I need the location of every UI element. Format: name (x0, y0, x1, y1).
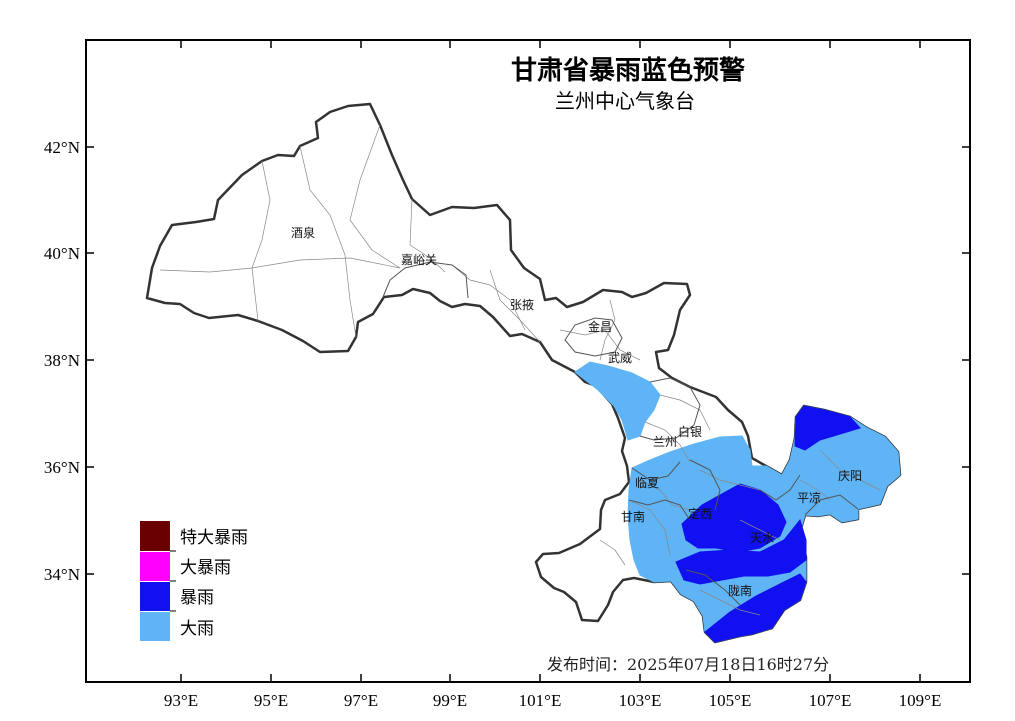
city-label-baiyin: 白银 (678, 424, 702, 439)
rainstorm-area (794, 405, 861, 451)
map-frame (85, 39, 971, 683)
x-tick-label: 93°E (164, 691, 198, 710)
city-label-longnan: 陇南 (728, 583, 752, 598)
city-label-jiayuguan: 嘉峪关 (401, 253, 437, 267)
city-label-linxia: 临夏 (635, 476, 659, 490)
prefecture-boundaries (382, 261, 859, 606)
city-label-dingxi: 定西 (688, 506, 712, 521)
x-tick-label: 101°E (519, 691, 562, 710)
x-tick-label: 95°E (254, 691, 288, 710)
y-tick-label: 42°N (44, 138, 80, 157)
city-label-pingliang: 平凉 (797, 490, 821, 505)
x-tick-label: 109°E (899, 691, 942, 710)
map-subtitle: 兰州中心气象台 (555, 89, 695, 113)
y-tick-label: 40°N (44, 244, 80, 263)
x-tick-label: 99°E (433, 691, 467, 710)
heavy-rain-area (574, 361, 661, 441)
x-tick-label: 97°E (344, 691, 378, 710)
city-label-qingyang: 庆阳 (838, 469, 862, 483)
legend-swatch-heavy-rain (140, 612, 170, 641)
city-label-tianshui: 天水 (750, 531, 774, 545)
legend-label: 特大暴雨 (180, 528, 248, 548)
city-label-jinchang: 金昌 (588, 319, 612, 334)
rainstorm-area (681, 483, 787, 553)
legend: 特大暴雨 大暴雨 暴雨 大雨 (140, 521, 248, 641)
rainstorm-area (704, 573, 807, 643)
city-label-zhangye: 张掖 (510, 298, 534, 312)
city-label-lanzhou: 兰州 (653, 435, 677, 449)
x-tick-label: 105°E (709, 691, 752, 710)
legend-swatch-severe-rainstorm (140, 552, 170, 581)
x-tick-label: 103°E (619, 691, 662, 710)
y-tick-label: 34°N (44, 565, 80, 584)
issue-time: 发布时间：2025年07月18日16时27分 (547, 655, 829, 674)
legend-swatch-rainstorm (140, 582, 170, 611)
county-boundaries (159, 124, 881, 616)
rainstorm-area (675, 518, 807, 585)
legend-label: 大暴雨 (180, 558, 231, 578)
city-label-wuwei: 武威 (608, 351, 632, 365)
legend-label: 暴雨 (180, 588, 214, 608)
map-title: 甘肃省暴雨蓝色预警 (511, 55, 745, 86)
legend-swatch-extreme-rainstorm (140, 521, 170, 551)
y-tick-label: 36°N (44, 458, 80, 477)
y-ticks (86, 146, 970, 575)
y-tick-label: 38°N (44, 351, 80, 370)
x-ticks (180, 40, 921, 682)
city-label-gannan: 甘南 (621, 509, 645, 524)
legend-label: 大雨 (180, 619, 214, 639)
x-tick-label: 107°E (809, 691, 852, 710)
city-label-jiuquan: 酒泉 (291, 226, 315, 240)
